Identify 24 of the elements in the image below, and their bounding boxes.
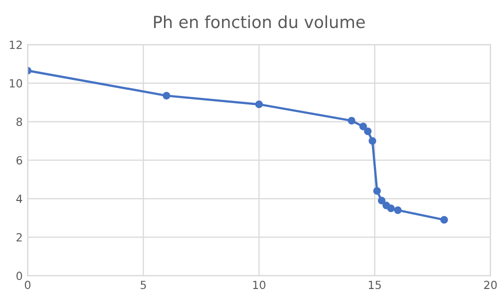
x-tick-label: 0 [24,280,30,290]
x-tick-label: 10 [253,280,266,290]
point [387,204,395,212]
y-tick-label: 0 [16,272,22,280]
y-tick-label: 6 [16,156,22,165]
point [255,100,263,108]
point [378,196,386,204]
y-tick-label: 8 [16,118,22,126]
point [348,116,356,125]
point [364,127,372,136]
point [394,206,402,214]
point [440,216,448,224]
y-tick-label: 12 [10,40,22,49]
y-tick-label: 4 [16,194,22,203]
point [359,122,367,130]
point [373,187,381,195]
point [368,137,376,145]
x-tick-label: 20 [484,280,497,290]
y-tick-label: 10 [10,79,22,88]
x-tick-label: 5 [140,280,146,290]
chart-title: Ph en fonction du volume [154,15,365,28]
point [162,92,170,100]
x-tick-label: 15 [368,280,381,290]
y-tick-label: 2 [16,233,22,242]
